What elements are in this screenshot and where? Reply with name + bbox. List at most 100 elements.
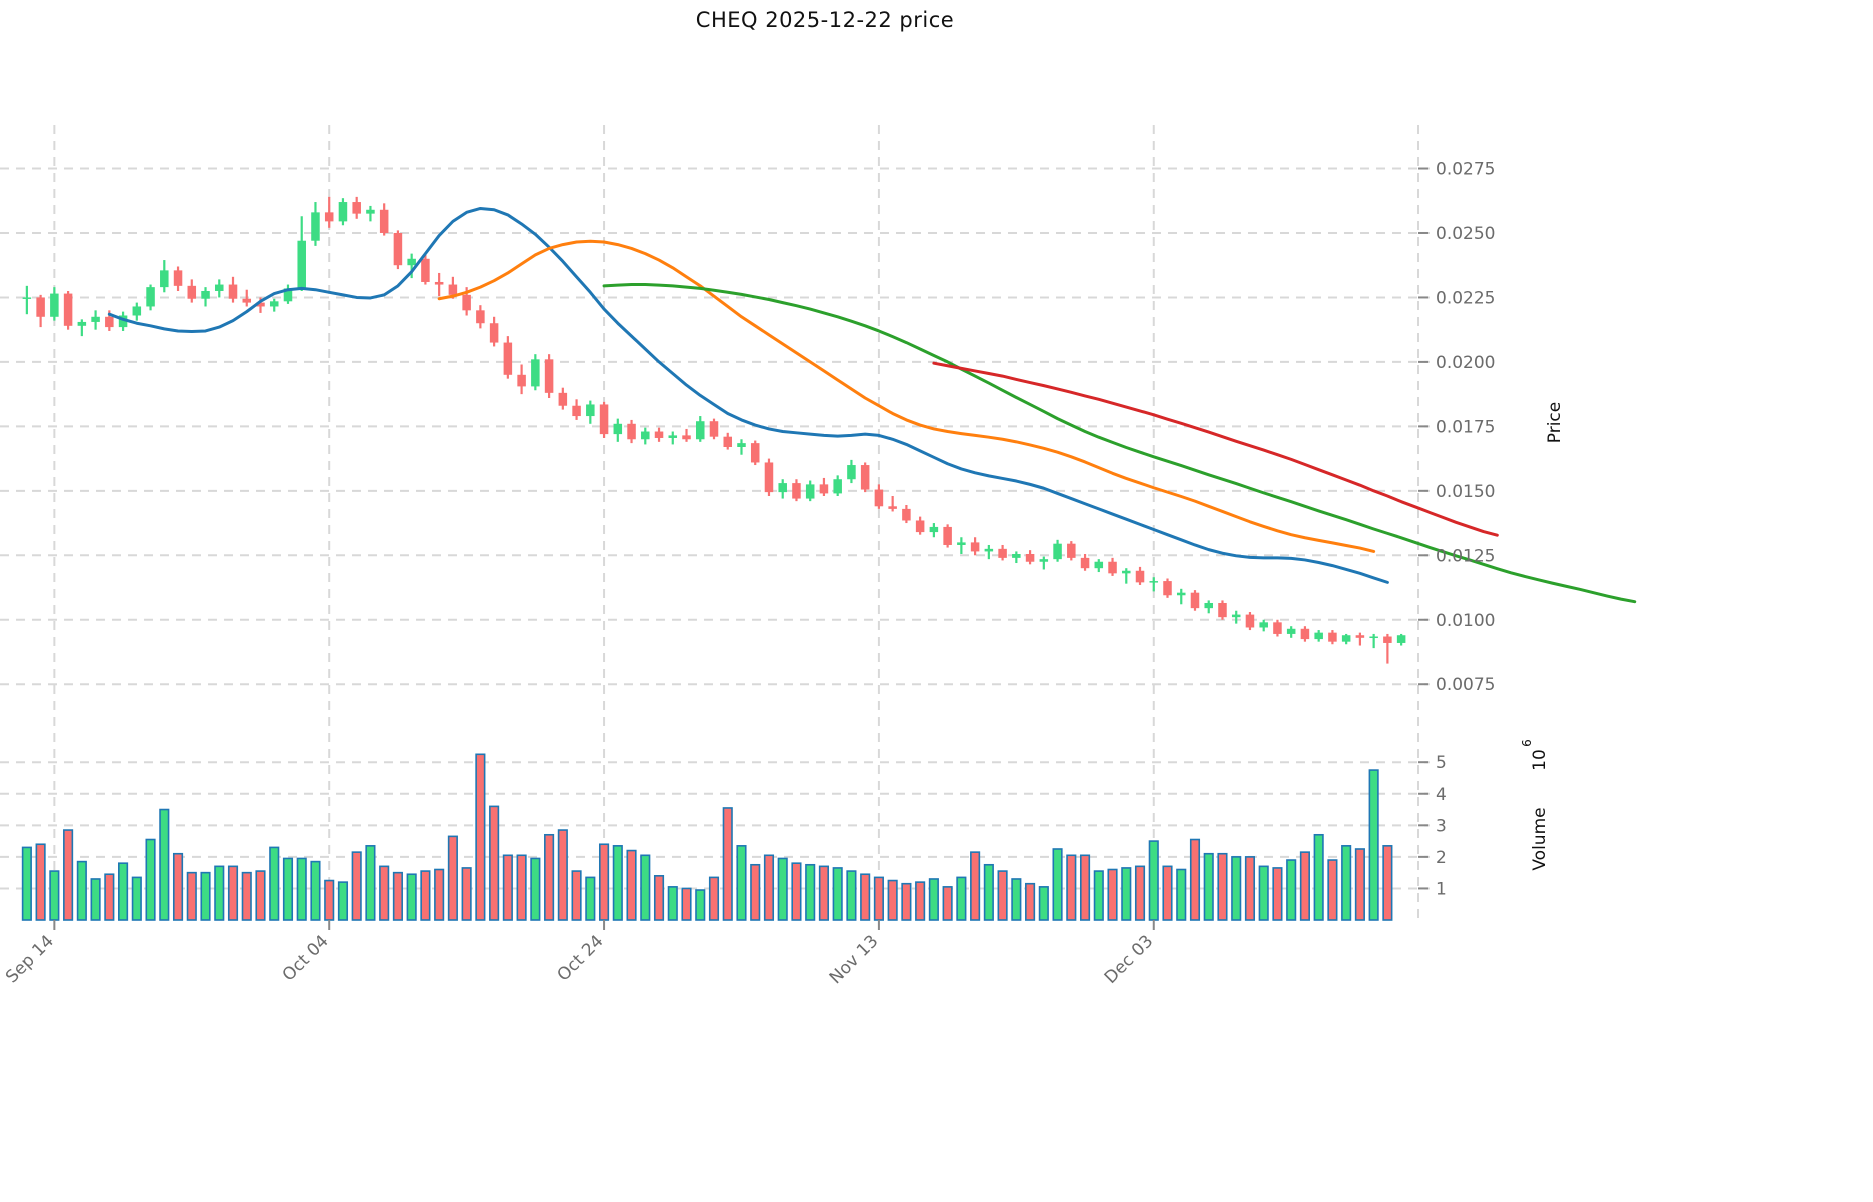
candle-body — [173, 270, 183, 286]
volume-bars — [21, 753, 1393, 921]
volume-tick-label: 2 — [1436, 848, 1447, 868]
candle-body — [544, 359, 554, 393]
volume-bar — [502, 854, 513, 921]
volume-bar — [983, 863, 994, 921]
candle-body — [1053, 543, 1062, 560]
volume-bar — [612, 845, 623, 921]
candle-body — [558, 392, 568, 406]
volume-bar — [818, 865, 830, 921]
candle-body — [668, 435, 678, 438]
price-tick-label: 0.0250 — [1436, 224, 1495, 244]
volume-bar — [365, 845, 376, 921]
volume-bar — [571, 870, 582, 921]
candle-body — [462, 294, 471, 311]
candle-body — [750, 443, 760, 463]
candle-body — [1300, 628, 1310, 640]
candle-body — [1108, 561, 1117, 574]
candle-body — [1328, 632, 1337, 642]
candle-body — [393, 232, 403, 266]
volume-exponent-sup: 6 — [1520, 739, 1534, 747]
volume-bar — [63, 829, 74, 921]
candle-body — [517, 374, 526, 387]
volume-bar — [337, 881, 349, 921]
candle-body — [833, 479, 842, 494]
volume-bar — [310, 860, 321, 921]
candle-body — [118, 315, 128, 328]
volume-bar — [296, 857, 307, 921]
candle-body — [957, 542, 966, 545]
candle-body — [448, 284, 458, 295]
candle-body — [1396, 635, 1406, 643]
volume-bar — [956, 876, 967, 921]
volume-bar — [722, 807, 733, 921]
volume-bar — [777, 857, 788, 921]
volume-bar — [791, 862, 802, 921]
candle-body — [970, 542, 980, 552]
chart-title: CHEQ 2025-12-22 price — [695, 8, 955, 32]
volume-bar — [1189, 838, 1201, 921]
volume-bar — [227, 865, 239, 921]
volume-bar — [640, 854, 651, 921]
candle-body — [613, 423, 623, 435]
moving-average-lines — [107, 206, 1637, 604]
volume-bar — [598, 843, 610, 921]
volume-bar — [1038, 886, 1049, 921]
candle-body — [324, 212, 334, 222]
candle-body — [379, 209, 389, 233]
x-axis-ticks: Sep 14 Oct 04 Oct 24 Nov 13 Dec 03 — [2, 920, 1157, 988]
volume-bar — [873, 876, 884, 921]
price-tick-label: 0.0100 — [1436, 611, 1495, 631]
volume-bar — [626, 849, 637, 921]
candle-body — [1012, 554, 1021, 558]
candle-body — [874, 489, 884, 507]
candle-body — [709, 421, 719, 437]
ma-line-ma_orange — [437, 239, 1376, 553]
volume-axis-ticks: 5 4 3 2 1 — [1418, 753, 1447, 899]
volume-bar — [1052, 848, 1063, 921]
volume-bar — [942, 886, 953, 921]
candle-body — [1383, 636, 1392, 643]
candle-body — [764, 462, 774, 493]
volume-bar — [1093, 870, 1104, 921]
volume-bar — [1313, 833, 1324, 921]
volume-bar — [1272, 867, 1283, 921]
x-tick-label: Oct 24 — [554, 931, 608, 985]
volume-bar — [667, 886, 678, 921]
candle-body — [572, 405, 581, 417]
candle-body — [1231, 614, 1241, 618]
candle-body — [160, 270, 169, 288]
x-tick-label: Sep 14 — [2, 931, 58, 987]
candle-body — [1190, 592, 1200, 609]
volume-bar — [351, 851, 362, 921]
candle-body — [1355, 635, 1365, 638]
volume-bar — [1121, 867, 1132, 921]
volume-bar — [695, 889, 706, 921]
candle-body — [91, 316, 100, 322]
candle-body — [50, 293, 59, 317]
volume-bar — [1217, 852, 1228, 921]
volume-bar — [530, 857, 541, 921]
price-tick-label: 0.0175 — [1436, 417, 1495, 437]
candle-body — [902, 508, 911, 521]
volume-bar — [159, 808, 170, 921]
volume-bar — [846, 870, 857, 921]
volume-bar — [406, 873, 417, 921]
volume-bar — [21, 846, 32, 921]
candle-body — [943, 526, 952, 545]
candle-body — [352, 202, 361, 214]
volume-bar — [172, 852, 184, 921]
volume-bar — [1286, 859, 1297, 921]
volume-bar — [915, 881, 926, 921]
candle-body — [22, 297, 32, 299]
volume-bar — [1025, 882, 1036, 921]
candle-body — [366, 209, 375, 214]
candle-body — [215, 284, 224, 291]
volume-bar — [379, 865, 390, 921]
candle-body — [641, 431, 650, 440]
candle-body — [201, 290, 210, 299]
volume-bar — [324, 879, 335, 921]
candle-body — [805, 484, 815, 499]
volume-bar — [928, 878, 939, 921]
candle-body — [1273, 622, 1282, 634]
